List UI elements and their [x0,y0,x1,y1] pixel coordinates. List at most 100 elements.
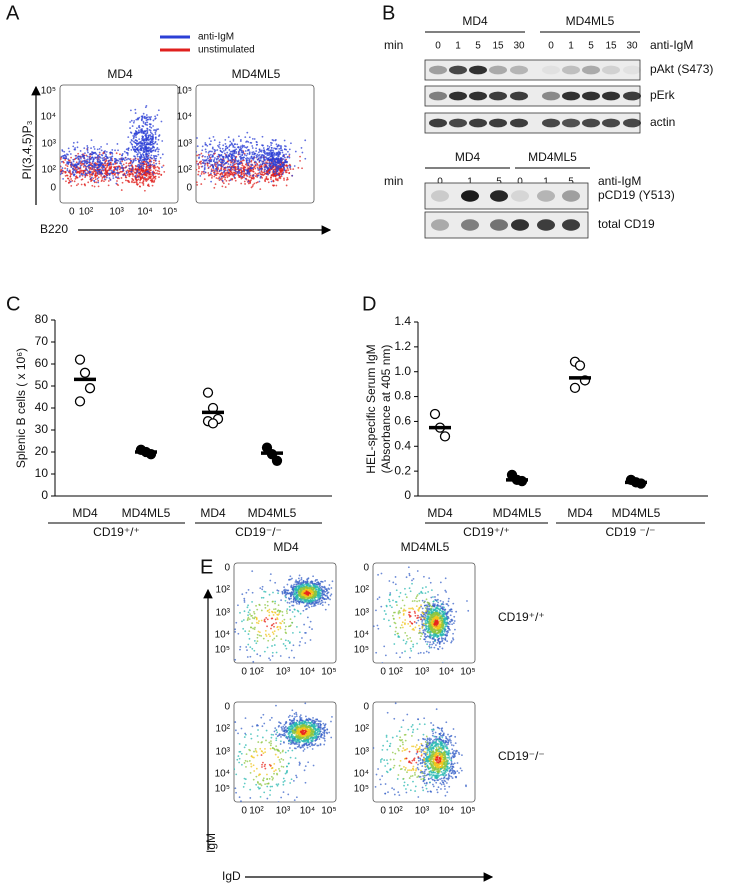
event-dot [108,169,111,172]
event-dot [285,164,288,167]
event-dot [285,178,288,181]
event-dot [254,167,257,170]
event-dot [261,171,264,174]
event-dot [282,171,285,174]
event-dot [78,172,81,175]
x-tick-label: 10⁵ [321,667,336,678]
event-dot [47,175,49,177]
event-dot [99,165,102,167]
events [192,131,307,191]
blot-band [510,91,528,101]
event-dot [126,173,129,176]
event-dot [258,631,261,634]
event-dot [136,155,139,158]
event-dot [105,166,108,169]
event-dot [277,168,280,170]
event-dot [269,579,272,582]
event-dot [147,177,149,180]
event-dot [141,169,144,172]
blot-label: actin [650,115,675,129]
event-dot [57,168,59,170]
event-dot [136,165,139,168]
event-dot [128,162,130,165]
event-dot [255,616,258,619]
event-dot [445,614,448,617]
event-dot [288,153,291,156]
event-dot [85,159,88,161]
blot-band [623,118,641,128]
event-dot [317,603,320,605]
event-dot [204,171,207,174]
event-dot [415,622,418,624]
event-dot [206,163,209,165]
event-dot [306,616,309,619]
event-dot [228,166,231,168]
event-dot [246,152,249,155]
event-dot [145,139,148,142]
event-dot [232,146,235,148]
event-dot [276,613,279,616]
event-dot [316,601,319,604]
event-dot [72,158,75,161]
event-dot [231,159,234,162]
event-dot [248,152,251,155]
event-dot [156,146,159,149]
event-dot [251,153,254,156]
data-point [202,387,214,398]
event-dot [145,152,147,155]
event-dot [253,610,255,613]
event-dot [225,162,228,164]
event-dot [154,141,157,144]
event-dot [210,164,212,166]
event-dot [151,132,153,135]
event-dot [254,626,256,629]
event-dot [72,160,75,163]
event-dot [76,163,78,166]
event-dot [259,176,262,179]
event-dot [308,626,311,629]
event-dot [142,167,144,170]
event-dot [193,177,195,179]
event-dot [280,599,283,602]
event-dot [52,156,54,158]
event-dot [98,171,101,174]
event-dot [240,145,242,148]
event-dot [125,162,128,165]
event-dot [88,164,90,167]
event-dot [94,173,97,175]
event-dot [322,597,325,600]
event-dot [142,184,145,186]
event-dot [103,178,106,181]
event-dot [265,172,268,175]
event-dot [81,153,84,156]
event-dot [265,178,268,180]
event-dot [237,146,240,149]
event-dot [221,151,224,154]
event-dot [270,180,273,183]
event-dot [319,582,321,585]
event-dot [452,632,454,635]
event-dot [270,624,273,627]
event-dot [148,158,151,161]
blot-strip [424,59,641,81]
event-dot [315,579,317,581]
event-dot [149,131,152,134]
event-dot [210,172,212,175]
event-dot [280,162,283,165]
event-dot [310,601,313,604]
event-dot [192,172,194,174]
event-dot [155,155,158,158]
event-dot [204,148,207,151]
event-dot [113,157,116,160]
lane-label: 30 [626,41,638,52]
event-dot [246,146,249,148]
event-dot [285,171,288,174]
event-dot [307,577,309,580]
event-dot [271,154,274,157]
event-dot [284,599,287,602]
event-dot [259,587,262,590]
event-dot [242,158,245,161]
stimulus-label: anti-IgM [650,38,693,52]
event-dot [43,177,45,179]
event-dot [263,590,266,593]
